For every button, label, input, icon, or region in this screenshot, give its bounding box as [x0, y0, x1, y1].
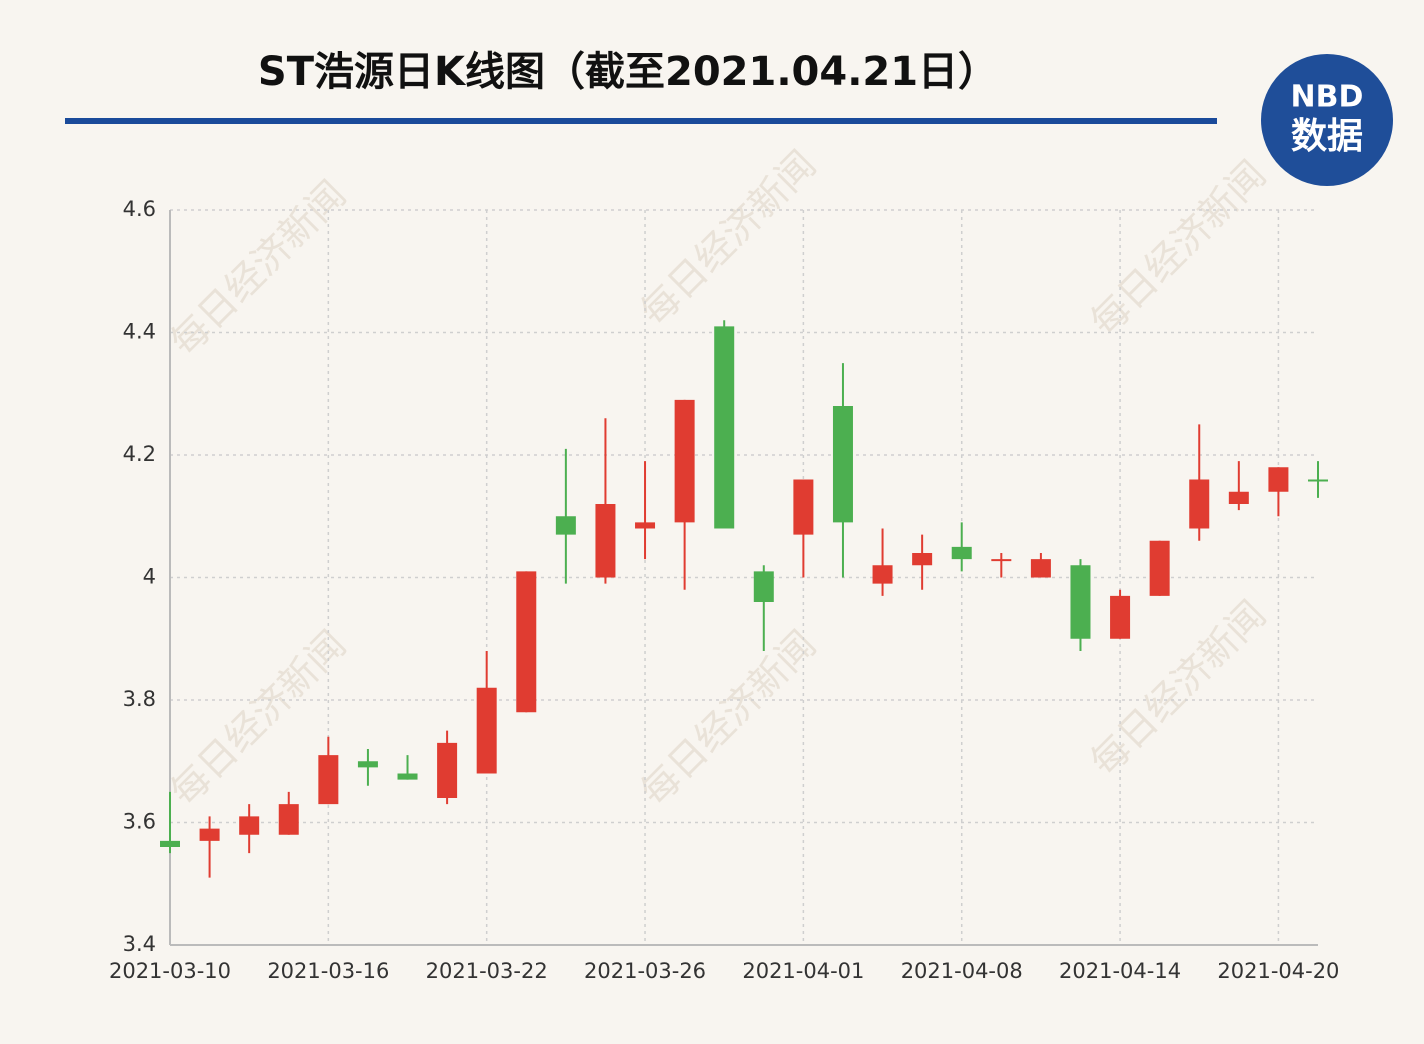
x-tick-label: 2021-03-26 [584, 959, 706, 983]
candle-body [1268, 467, 1289, 492]
candle-body [674, 399, 695, 523]
candle-body [437, 742, 458, 798]
y-tick-label: 3.6 [123, 810, 156, 834]
y-tick-label: 4.6 [123, 197, 156, 221]
y-tick-label: 4.2 [123, 442, 156, 466]
candle-body [753, 571, 774, 602]
y-tick-label: 4.4 [123, 320, 156, 344]
candle-body [397, 773, 418, 780]
candle-body [1228, 491, 1249, 504]
candle-body [1030, 559, 1051, 578]
plot: 3.4 3.6 3.8 4 4.2 4.4 4.6 2021-03-10 2021-03-16 2… [109, 197, 1339, 983]
logo-text: 数据 [1291, 116, 1363, 157]
chart-title: ST浩源日K线图（截至2021.04.21日） [258, 49, 998, 95]
candle-body [1189, 479, 1210, 529]
y-tick-label: 4 [143, 565, 156, 589]
candle-body [199, 828, 220, 841]
candle-body [635, 522, 656, 529]
logo-text: NBD [1291, 80, 1364, 115]
x-tick-label: 2021-03-10 [109, 959, 231, 983]
candle-body [595, 504, 616, 578]
title-rule [65, 118, 1217, 124]
y-tick-label: 3.8 [123, 687, 156, 711]
candle-body [793, 479, 814, 535]
candle-body [160, 840, 180, 847]
candle-body [1149, 540, 1170, 596]
x-tick-label: 2021-03-16 [267, 959, 389, 983]
candle-body [357, 761, 378, 768]
x-tick-label: 2021-04-08 [901, 959, 1023, 983]
candle-body [912, 553, 933, 566]
candle-body [278, 804, 299, 835]
x-tick-label: 2021-04-01 [742, 959, 864, 983]
x-tick-label: 2021-04-20 [1217, 959, 1339, 983]
x-tick-label: 2021-04-14 [1059, 959, 1181, 983]
candle-body [832, 406, 853, 523]
candle-body [991, 559, 1012, 562]
y-tick-label: 3.4 [123, 932, 156, 956]
candle-body [1110, 595, 1131, 639]
candle-body [239, 816, 260, 835]
candle-body [476, 687, 497, 774]
x-tick-label: 2021-03-22 [426, 959, 548, 983]
candle-body [951, 546, 972, 560]
candle-body [1070, 565, 1091, 639]
logo [1261, 54, 1393, 186]
candle-body [318, 755, 339, 805]
candle-body [555, 516, 576, 535]
candle-body [714, 326, 735, 529]
candle-body [516, 571, 537, 713]
candle-body [1308, 479, 1328, 482]
candle-body [872, 565, 893, 584]
